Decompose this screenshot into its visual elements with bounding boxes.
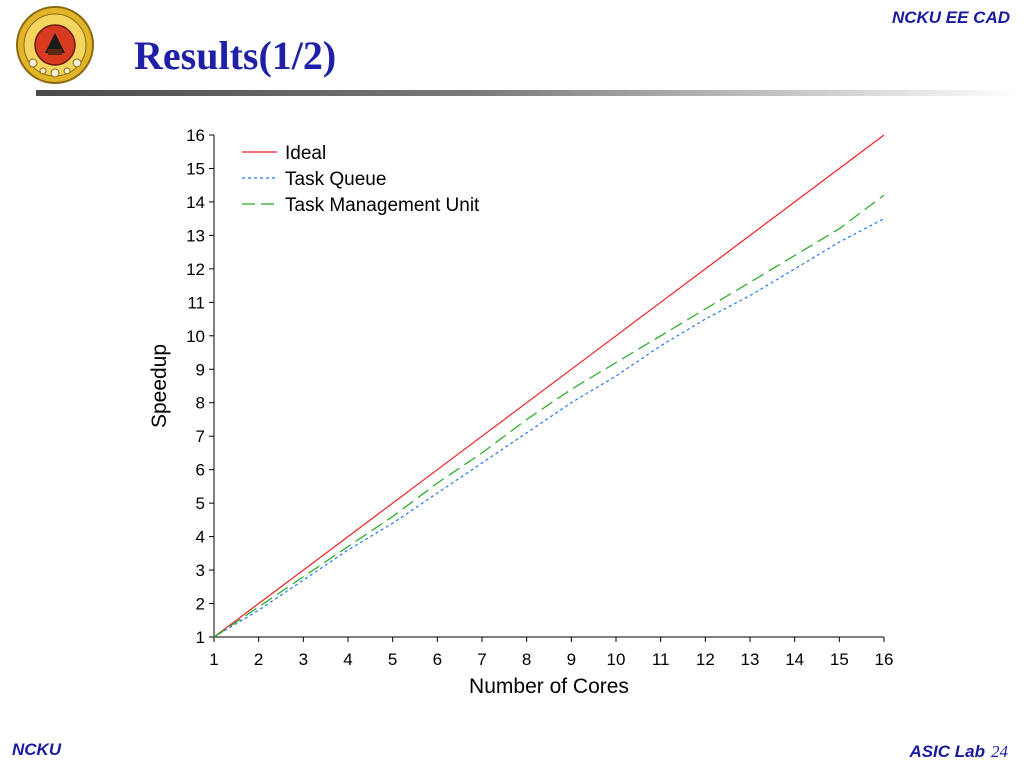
y-tick-label: 8 (196, 394, 205, 413)
legend-label: Task Management Unit (285, 195, 480, 216)
x-tick-label: 15 (830, 650, 849, 669)
x-tick-label: 16 (875, 650, 894, 669)
page-number: 24 (991, 742, 1008, 761)
x-tick-label: 12 (696, 650, 715, 669)
x-tick-label: 9 (567, 650, 576, 669)
x-tick-label: 5 (388, 650, 397, 669)
y-tick-label: 1 (196, 628, 205, 647)
legend-label: Ideal (285, 143, 326, 164)
y-tick-label: 11 (187, 293, 205, 312)
x-tick-label: 2 (254, 650, 263, 669)
series-line-2 (213, 218, 885, 638)
x-tick-label: 6 (433, 650, 442, 669)
x-tick-label: 10 (607, 650, 626, 669)
x-axis-label: Number of Cores (469, 675, 629, 698)
legend-label: Task Queue (285, 169, 386, 190)
x-tick-label: 13 (741, 650, 760, 669)
y-tick-label: 9 (196, 360, 205, 379)
y-tick-label: 2 (196, 595, 205, 614)
footer-lab: ASIC Lab 24 (909, 742, 1008, 762)
x-tick-label: 11 (652, 650, 670, 669)
y-tick-label: 15 (186, 159, 205, 178)
y-axis-label: Speedup (148, 344, 171, 428)
x-tick-label: 4 (343, 650, 352, 669)
x-tick-label: 14 (785, 650, 804, 669)
slide-title: Results(1/2) (134, 33, 337, 78)
org-label: NCKU EE CAD (891, 8, 1010, 27)
y-tick-label: 6 (196, 461, 205, 480)
x-tick-label: 1 (209, 650, 218, 669)
footer-university: NCKU (12, 740, 62, 759)
x-tick-label: 3 (299, 650, 308, 669)
y-tick-label: 16 (186, 126, 205, 145)
y-tick-label: 12 (186, 260, 205, 279)
x-tick-label: 8 (522, 650, 531, 669)
y-tick-label: 13 (186, 226, 205, 245)
y-tick-label: 10 (186, 327, 205, 346)
footer-lab-name: ASIC Lab (909, 742, 985, 761)
y-tick-label: 14 (186, 193, 205, 212)
x-tick-label: 7 (477, 650, 486, 669)
title-divider (36, 90, 1022, 96)
university-seal-icon (16, 6, 94, 84)
series-line-1 (213, 134, 885, 638)
y-tick-label: 3 (196, 561, 205, 580)
y-tick-label: 4 (196, 528, 205, 547)
y-tick-label: 7 (196, 427, 205, 446)
series-line-3 (213, 194, 885, 638)
y-tick-label: 5 (196, 494, 205, 513)
